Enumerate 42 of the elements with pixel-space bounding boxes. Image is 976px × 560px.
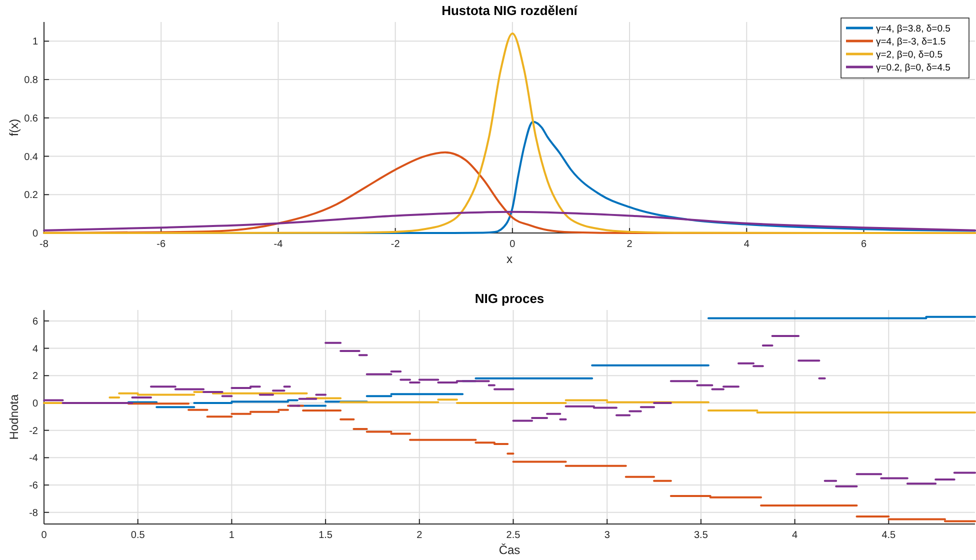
x-tick-label: -8 [40, 239, 49, 250]
x-tick-label: 4 [792, 530, 798, 541]
x-tick-label: -6 [156, 239, 166, 250]
chart-title: NIG proces [474, 291, 544, 306]
x-tick-label: 4.5 [882, 530, 896, 541]
x-tick-label: 3.5 [694, 530, 708, 541]
y-tick-label: -4 [29, 453, 38, 464]
x-tick-label: 2 [626, 239, 633, 250]
y-tick-label: 2 [32, 371, 38, 382]
x-tick-label: 4 [744, 239, 750, 250]
x-tick-label: 1.5 [318, 530, 333, 541]
legend-label: γ=4, β=3.8, δ=0.5 [876, 24, 950, 34]
y-tick-label: 0.8 [24, 75, 38, 86]
x-axis-title: Čas [498, 543, 520, 557]
x-tick-label: -4 [274, 239, 284, 250]
y-tick-label: 4 [32, 344, 38, 355]
x-tick-label: 2 [416, 530, 423, 541]
x-tick-label: 6 [860, 239, 867, 250]
y-axis-title: Hodnota [7, 394, 21, 440]
legend-label: γ=0.2, β=0, δ=4.5 [876, 62, 950, 74]
x-tick-label: 0 [41, 530, 48, 541]
y-tick-label: -8 [29, 508, 38, 519]
legend-label: γ=4, β=-3, δ=1.5 [876, 36, 946, 48]
y-tick-label: 6 [32, 316, 38, 328]
y-axis-title: f(x) [7, 118, 21, 136]
x-tick-label: -2 [390, 239, 400, 250]
x-tick-label: 0.5 [130, 530, 146, 541]
x-axis-title: x [506, 252, 512, 266]
y-tick-label: 0 [32, 398, 38, 410]
y-tick-label: 0.6 [24, 113, 38, 124]
x-tick-label: 1 [228, 530, 235, 541]
x-tick-label: 3 [604, 530, 610, 541]
legend-label: γ=2, β=0, δ=0.5 [876, 50, 942, 60]
y-tick-label: -2 [29, 426, 38, 437]
y-tick-label: 0 [32, 228, 38, 240]
x-tick-label: 0 [510, 239, 516, 250]
y-tick-label: 0.4 [24, 152, 38, 163]
y-tick-label: 0.2 [24, 190, 38, 202]
y-tick-label: 1 [32, 36, 38, 48]
y-tick-label: -6 [29, 480, 38, 492]
chart-title: Hustota NIG rozdělení [442, 3, 578, 18]
x-tick-label: 2.5 [506, 530, 521, 541]
